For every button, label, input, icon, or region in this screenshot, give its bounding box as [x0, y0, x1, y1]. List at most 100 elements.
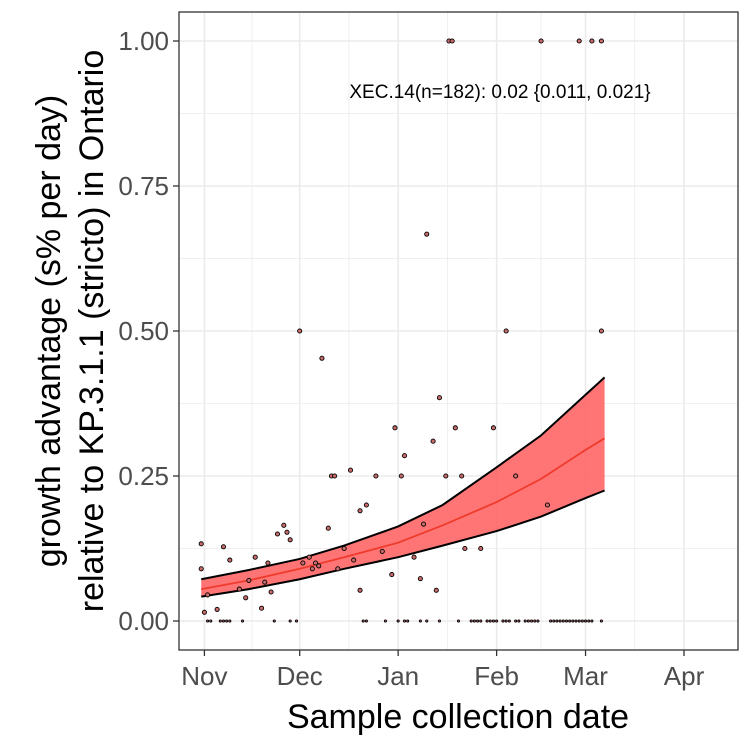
data-point	[246, 577, 252, 583]
data-point	[288, 619, 292, 623]
data-point	[274, 531, 281, 537]
x-tick-label: Mar	[563, 661, 608, 691]
points-layer	[198, 38, 604, 623]
data-point	[262, 579, 268, 585]
data-point	[503, 328, 509, 334]
data-point	[252, 554, 258, 560]
y-tick-label: 0.50	[118, 316, 169, 346]
data-point	[351, 557, 357, 563]
data-point	[225, 619, 229, 623]
x-tick-label: Dec	[277, 661, 323, 691]
data-point	[418, 619, 422, 623]
data-point	[555, 619, 559, 623]
data-point	[396, 619, 400, 623]
data-point	[433, 587, 439, 593]
data-point	[564, 619, 569, 623]
data-point	[449, 38, 455, 44]
data-point	[568, 619, 572, 623]
data-point	[402, 619, 407, 623]
data-point	[373, 473, 379, 479]
data-point	[236, 586, 242, 592]
data-point	[430, 438, 436, 444]
data-point	[456, 619, 461, 623]
x-tick-label: Feb	[474, 661, 519, 691]
data-point	[406, 619, 410, 623]
data-point	[309, 566, 315, 572]
data-point	[478, 545, 484, 552]
y-tick-label: 0.25	[118, 461, 169, 491]
data-point	[530, 619, 534, 623]
data-point	[357, 587, 363, 593]
data-point	[268, 589, 274, 595]
data-point	[335, 566, 341, 572]
x-tick-label: Jan	[377, 661, 419, 691]
y-axis-title-line-1: growth advantage (s% per day)	[30, 95, 68, 567]
data-point	[507, 619, 511, 623]
data-point	[297, 328, 303, 334]
data-point	[389, 572, 395, 578]
data-point	[452, 425, 458, 431]
data-point	[549, 619, 553, 623]
data-point	[479, 619, 483, 623]
data-point	[300, 560, 306, 566]
data-point	[533, 619, 537, 623]
data-point	[319, 355, 325, 361]
data-point	[425, 619, 429, 623]
data-point	[379, 548, 385, 554]
data-point	[198, 566, 204, 572]
data-point	[436, 395, 442, 401]
data-point	[220, 544, 227, 550]
data-point	[598, 38, 604, 44]
data-point	[272, 619, 276, 623]
data-point	[472, 619, 476, 623]
data-point	[536, 619, 540, 623]
data-point	[228, 619, 232, 623]
data-point	[544, 502, 550, 508]
y-tick-label: 1.00	[118, 26, 169, 56]
data-point	[214, 606, 220, 612]
data-point	[501, 619, 505, 623]
data-point	[576, 38, 582, 44]
data-point	[490, 425, 496, 431]
x-axis: Nov Dec Jan Feb Mar Apr	[181, 650, 705, 691]
data-point	[209, 619, 213, 623]
data-point	[523, 619, 527, 623]
data-point	[599, 619, 603, 623]
data-point	[325, 525, 331, 531]
data-point	[574, 619, 578, 623]
data-point	[571, 619, 575, 623]
data-point	[485, 619, 489, 623]
ci-ribbon-layer	[201, 376, 606, 598]
data-point	[306, 554, 312, 560]
data-point	[265, 560, 271, 566]
data-point	[424, 231, 430, 237]
data-point	[443, 473, 449, 479]
data-point	[205, 592, 211, 598]
data-point	[227, 557, 233, 563]
data-point	[281, 522, 287, 528]
data-point	[313, 560, 319, 566]
data-point	[526, 619, 530, 623]
data-point	[495, 619, 499, 623]
data-point	[198, 541, 204, 547]
data-point	[364, 619, 368, 623]
data-point	[363, 502, 369, 508]
data-point	[590, 619, 594, 623]
data-point	[411, 554, 417, 560]
data-point	[206, 619, 210, 623]
data-point	[240, 619, 245, 623]
data-point	[401, 453, 408, 459]
data-point	[577, 619, 581, 623]
data-point	[514, 619, 518, 623]
data-point	[558, 619, 562, 623]
data-point	[284, 529, 290, 535]
data-point	[437, 619, 441, 623]
data-point	[538, 38, 544, 44]
data-point	[259, 605, 265, 611]
data-point	[316, 563, 322, 569]
data-point	[421, 521, 427, 527]
y-tick-label: 0.00	[118, 606, 169, 636]
data-point	[357, 508, 363, 514]
data-point	[580, 619, 584, 623]
